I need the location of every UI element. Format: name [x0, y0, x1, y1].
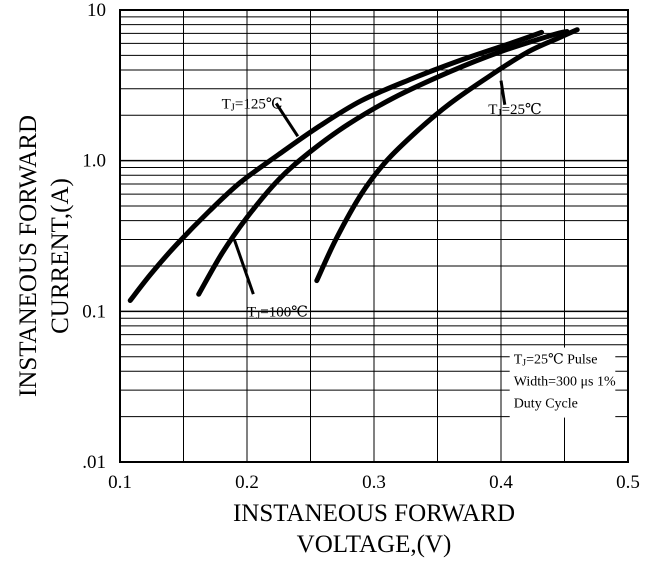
curve-label-leader-2 — [232, 238, 255, 295]
note-line-1: TJ=25℃ Pulse — [514, 353, 598, 369]
note-line-3: Duty Cycle — [514, 397, 578, 412]
axis-title-layer: INSTANEOUS FORWARD VOLTAGE,(V) INSTANEOUS … — [15, 115, 515, 558]
series-line-3 — [314, 27, 580, 284]
y-axis-title-line-1: INSTANEOUS FORWARD — [15, 115, 42, 397]
plot-frame — [119, 9, 629, 463]
tick-label-layer: 0.1 0.2 0.3 0.4 0.5.010.11.010 — [82, 0, 640, 493]
x-tick-label: 0.1 — [108, 472, 132, 493]
x-tick-label: 0.3 — [362, 472, 386, 493]
series-line-2 — [196, 29, 570, 297]
curve-label-leader-1 — [274, 102, 300, 138]
curve-label-1: TJ=125℃ — [222, 96, 283, 113]
x-tick-label: 0.2 — [235, 472, 259, 493]
curve-label-leader-3 — [499, 80, 507, 105]
x-axis-title-line-1: INSTANEOUS FORWARD — [233, 500, 515, 527]
x-tick-label: 0.4 — [489, 472, 513, 493]
curve-label-layer: TJ=125℃ TJ=100℃ TJ=25℃ — [222, 80, 542, 321]
curve-label-2: TJ=100℃ — [247, 304, 308, 321]
y-tick-label: 0.1 — [82, 301, 106, 322]
note-background — [509, 347, 616, 418]
y-tick-label: 1.0 — [82, 151, 106, 172]
note-layer: TJ=25℃ Pulse Width=300 μs 1% Duty Cycle — [509, 347, 616, 418]
x-tick-label: 0.5 — [616, 472, 640, 493]
series-line-1 — [127, 29, 545, 303]
y-tick-label: .01 — [82, 452, 106, 473]
x-axis-title-line-2: VOLTAGE,(V) — [297, 531, 452, 558]
series-layer — [127, 27, 580, 303]
curve-label-3: TJ=25℃ — [488, 102, 542, 119]
y-axis-title-line-2: CURRENT,(A) — [47, 178, 74, 334]
y-tick-label: 10 — [87, 0, 106, 21]
note-line-2: Width=300 μs 1% — [514, 375, 616, 390]
